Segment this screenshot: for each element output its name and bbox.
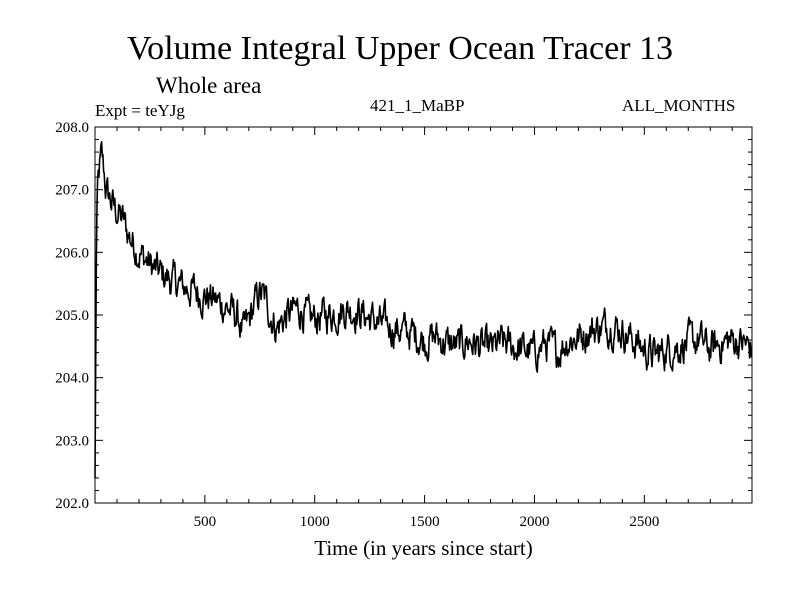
months-label: ALL_MONTHS bbox=[622, 96, 736, 115]
y-tick-label: 204.0 bbox=[55, 371, 89, 387]
x-axis-label: Time (in years since start) bbox=[314, 536, 533, 560]
y-tick-label: 206.0 bbox=[55, 245, 89, 261]
run-label: 421_1_MaBP bbox=[370, 96, 465, 115]
y-tick-label: 205.0 bbox=[55, 308, 89, 324]
series-line bbox=[94, 141, 753, 478]
plot-frame bbox=[94, 126, 753, 504]
chart-title: Volume Integral Upper Ocean Tracer 13 bbox=[126, 30, 674, 67]
experiment-label: Expt = teYJg bbox=[95, 101, 185, 120]
y-tick-label: 207.0 bbox=[55, 183, 89, 199]
x-tick-label: 1000 bbox=[300, 514, 330, 530]
x-tick-label: 2000 bbox=[519, 514, 549, 530]
y-tick-label: 208.0 bbox=[55, 120, 89, 136]
y-tick-label: 202.0 bbox=[55, 496, 89, 512]
x-tick-label: 2500 bbox=[629, 514, 659, 530]
y-tick-label: 203.0 bbox=[55, 433, 89, 449]
x-tick-label: 1500 bbox=[410, 514, 440, 530]
chart-subtitle: Whole area bbox=[156, 73, 262, 98]
x-tick-label: 500 bbox=[194, 514, 217, 530]
